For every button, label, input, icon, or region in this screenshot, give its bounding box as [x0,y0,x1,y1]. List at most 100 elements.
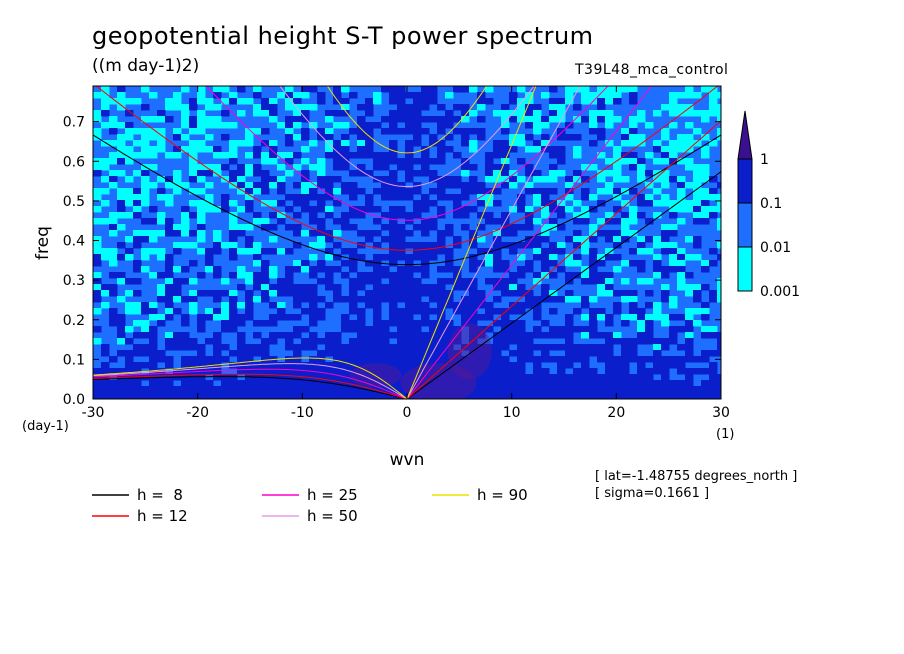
heat-cell [405,308,414,315]
heat-cell [517,386,526,393]
heat-cell [701,212,710,219]
heat-cell [605,332,614,339]
heat-cell [397,158,406,165]
heat-cell [189,302,198,309]
heat-cell [485,176,494,183]
heat-cell [413,356,422,363]
heat-cell [269,368,278,375]
heat-cell [365,206,374,213]
heat-cell [477,362,486,369]
heat-cell [221,278,230,285]
heat-cell [317,260,326,267]
heat-cell [117,320,126,327]
heat-cell [637,326,646,333]
heat-cell [509,230,518,237]
heat-cell [141,374,150,381]
heat-cell [693,386,702,393]
heat-cell [389,158,398,165]
heat-cell [493,344,502,351]
heat-cell [157,350,166,357]
heat-cell [189,212,198,219]
heat-cell [349,392,358,399]
heat-cell [429,188,438,195]
heat-cell [541,236,550,243]
heat-cell [341,296,350,303]
heat-cell [637,338,646,345]
heat-cell [525,110,534,117]
heat-cell [317,92,326,99]
heat-cell [589,224,598,231]
heat-cell [157,230,166,237]
heat-cell [517,254,526,261]
heat-cell [461,128,470,135]
heat-cell [685,164,694,171]
heat-cell [477,368,486,375]
heat-cell [501,368,510,375]
heat-cell [93,188,102,195]
heat-cell [309,266,318,273]
heat-cell [365,152,374,159]
heat-cell [165,116,174,123]
heat-cell [629,392,638,399]
heat-cell [661,152,670,159]
heat-cell [389,152,398,159]
heat-cell [501,242,510,249]
heat-cell [557,266,566,273]
heat-cell [109,116,118,123]
heat-cell [389,116,398,123]
heat-cell [197,128,206,135]
heat-cell [517,290,526,297]
heat-cell [421,116,430,123]
heat-cell [173,242,182,249]
heat-cell [453,386,462,393]
heat-cell [117,200,126,207]
heat-cell [237,206,246,213]
heat-cell [213,248,222,255]
heat-cell [189,164,198,171]
heat-cell [165,314,174,321]
heat-cell [453,380,462,387]
heat-cell [197,212,206,219]
heat-cell [357,254,366,261]
heat-cell [437,122,446,129]
heat-cell [237,224,246,231]
heat-cell [93,116,102,123]
heat-cell [301,86,310,93]
heat-cell [677,362,686,369]
heat-cell [541,122,550,129]
heat-cell [365,140,374,147]
heat-cell [629,134,638,141]
heat-cell [549,344,558,351]
heat-cell [621,320,630,327]
heat-cell [493,254,502,261]
heat-cell [485,254,494,261]
heat-cell [589,92,598,99]
heat-cell [701,116,710,123]
heat-cell [445,374,454,381]
heat-cell [597,374,606,381]
heat-cell [117,242,126,249]
heat-cell [133,194,142,201]
kelvin-wave-curve [406,120,721,399]
heat-cell [485,356,494,363]
heat-cell [597,350,606,357]
heat-cell [429,134,438,141]
heat-cell [517,266,526,273]
heat-cell [477,302,486,309]
heat-cell [213,92,222,99]
heat-cell [213,146,222,153]
heat-cell [421,266,430,273]
heat-cell [413,350,422,357]
heat-cell [509,140,518,147]
heat-cell [685,350,694,357]
heat-cell [165,194,174,201]
heat-cell [189,242,198,249]
heat-cell [669,362,678,369]
heat-cell [221,290,230,297]
heat-cell [501,314,510,321]
heat-cell [693,308,702,315]
heat-cell [133,266,142,273]
heat-cell [581,248,590,255]
heat-cell [109,218,118,225]
